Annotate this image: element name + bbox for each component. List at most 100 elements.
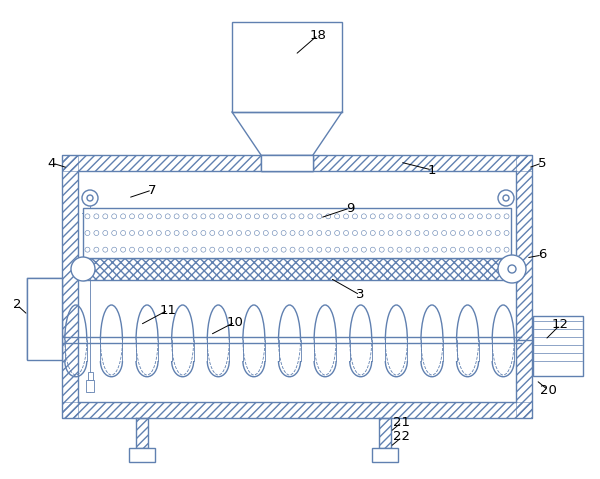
Circle shape xyxy=(148,230,152,236)
Circle shape xyxy=(499,257,523,281)
Circle shape xyxy=(219,214,224,219)
Bar xyxy=(83,258,511,280)
Circle shape xyxy=(388,247,393,252)
Circle shape xyxy=(174,230,179,236)
Circle shape xyxy=(201,230,206,236)
Circle shape xyxy=(156,247,161,252)
Circle shape xyxy=(192,214,197,219)
Circle shape xyxy=(245,247,250,252)
Circle shape xyxy=(326,247,331,252)
Bar xyxy=(372,448,398,462)
Circle shape xyxy=(210,247,215,252)
Circle shape xyxy=(415,214,420,219)
Bar xyxy=(379,418,391,448)
Bar xyxy=(261,155,313,171)
Bar xyxy=(27,278,62,360)
Circle shape xyxy=(508,265,516,273)
Circle shape xyxy=(254,214,259,219)
Circle shape xyxy=(71,257,95,281)
Circle shape xyxy=(254,230,259,236)
Bar xyxy=(86,380,94,392)
Text: 7: 7 xyxy=(148,183,156,196)
Circle shape xyxy=(477,230,482,236)
Circle shape xyxy=(103,214,108,219)
Circle shape xyxy=(379,230,384,236)
Circle shape xyxy=(495,214,500,219)
Circle shape xyxy=(139,247,143,252)
Circle shape xyxy=(352,230,358,236)
Circle shape xyxy=(156,214,161,219)
Circle shape xyxy=(442,247,446,252)
Circle shape xyxy=(486,230,491,236)
Circle shape xyxy=(442,214,446,219)
Circle shape xyxy=(344,230,349,236)
Circle shape xyxy=(415,247,420,252)
Circle shape xyxy=(112,214,117,219)
Circle shape xyxy=(361,230,367,236)
Circle shape xyxy=(299,214,304,219)
Circle shape xyxy=(469,247,473,252)
Circle shape xyxy=(486,214,491,219)
Circle shape xyxy=(379,247,384,252)
Circle shape xyxy=(121,214,125,219)
Circle shape xyxy=(451,230,455,236)
Circle shape xyxy=(263,214,268,219)
Circle shape xyxy=(130,230,134,236)
Circle shape xyxy=(495,230,500,236)
Text: 9: 9 xyxy=(346,202,354,215)
Circle shape xyxy=(326,214,331,219)
Circle shape xyxy=(317,247,322,252)
Circle shape xyxy=(139,230,143,236)
Circle shape xyxy=(388,230,393,236)
Circle shape xyxy=(281,214,286,219)
Circle shape xyxy=(370,214,375,219)
Circle shape xyxy=(82,190,98,206)
Text: 18: 18 xyxy=(310,28,326,42)
Circle shape xyxy=(236,230,242,236)
Circle shape xyxy=(379,214,384,219)
Circle shape xyxy=(192,230,197,236)
Text: 22: 22 xyxy=(394,431,410,444)
Circle shape xyxy=(148,214,152,219)
Circle shape xyxy=(210,214,215,219)
Circle shape xyxy=(469,214,473,219)
Circle shape xyxy=(469,230,473,236)
Bar xyxy=(62,155,78,418)
Circle shape xyxy=(121,230,125,236)
Circle shape xyxy=(192,247,197,252)
Circle shape xyxy=(388,214,393,219)
Text: 4: 4 xyxy=(48,157,56,170)
Circle shape xyxy=(94,247,99,252)
Circle shape xyxy=(504,247,509,252)
Circle shape xyxy=(451,247,455,252)
Circle shape xyxy=(165,230,170,236)
Text: 1: 1 xyxy=(428,163,436,176)
Circle shape xyxy=(503,195,509,201)
Circle shape xyxy=(344,214,349,219)
Circle shape xyxy=(236,247,242,252)
Bar xyxy=(27,278,62,360)
Circle shape xyxy=(370,247,375,252)
Circle shape xyxy=(361,247,367,252)
Circle shape xyxy=(290,247,295,252)
Circle shape xyxy=(299,230,304,236)
Circle shape xyxy=(344,247,349,252)
Circle shape xyxy=(317,230,322,236)
Bar xyxy=(88,372,93,380)
Circle shape xyxy=(460,214,464,219)
Circle shape xyxy=(263,247,268,252)
Circle shape xyxy=(139,214,143,219)
Text: 3: 3 xyxy=(356,288,364,301)
Circle shape xyxy=(227,230,233,236)
Circle shape xyxy=(219,247,224,252)
Circle shape xyxy=(335,230,340,236)
Circle shape xyxy=(317,214,322,219)
Circle shape xyxy=(504,214,509,219)
Circle shape xyxy=(424,247,429,252)
Circle shape xyxy=(245,214,250,219)
Circle shape xyxy=(183,247,188,252)
Circle shape xyxy=(165,214,170,219)
Circle shape xyxy=(433,230,438,236)
Circle shape xyxy=(460,230,464,236)
Circle shape xyxy=(156,230,161,236)
